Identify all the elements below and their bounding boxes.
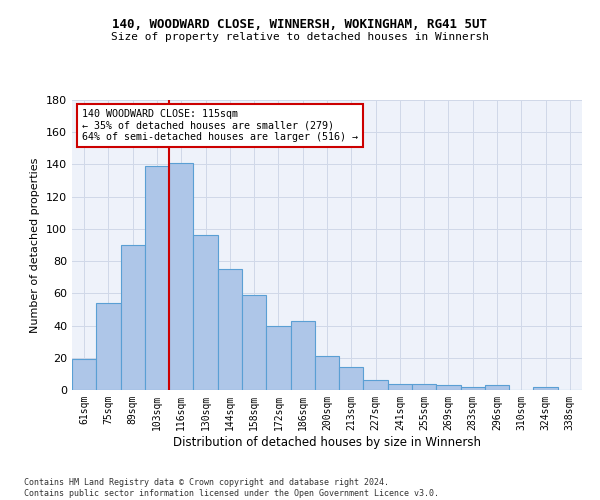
Bar [436, 385, 461, 390]
Bar [242, 295, 266, 390]
Bar [315, 356, 339, 390]
Bar [364, 380, 388, 390]
Bar [533, 387, 558, 390]
Bar [218, 269, 242, 390]
Y-axis label: Number of detached properties: Number of detached properties [31, 158, 40, 332]
Bar [266, 326, 290, 390]
Text: 140, WOODWARD CLOSE, WINNERSH, WOKINGHAM, RG41 5UT: 140, WOODWARD CLOSE, WINNERSH, WOKINGHAM… [113, 18, 487, 30]
Bar [290, 320, 315, 390]
X-axis label: Distribution of detached houses by size in Winnersh: Distribution of detached houses by size … [173, 436, 481, 448]
Bar [461, 387, 485, 390]
Bar [169, 163, 193, 390]
Bar [193, 236, 218, 390]
Bar [72, 360, 96, 390]
Bar [412, 384, 436, 390]
Bar [121, 245, 145, 390]
Text: Size of property relative to detached houses in Winnersh: Size of property relative to detached ho… [111, 32, 489, 42]
Text: 140 WOODWARD CLOSE: 115sqm
← 35% of detached houses are smaller (279)
64% of sem: 140 WOODWARD CLOSE: 115sqm ← 35% of deta… [82, 108, 358, 142]
Bar [145, 166, 169, 390]
Bar [339, 368, 364, 390]
Text: Contains HM Land Registry data © Crown copyright and database right 2024.
Contai: Contains HM Land Registry data © Crown c… [24, 478, 439, 498]
Bar [485, 385, 509, 390]
Bar [388, 384, 412, 390]
Bar [96, 303, 121, 390]
